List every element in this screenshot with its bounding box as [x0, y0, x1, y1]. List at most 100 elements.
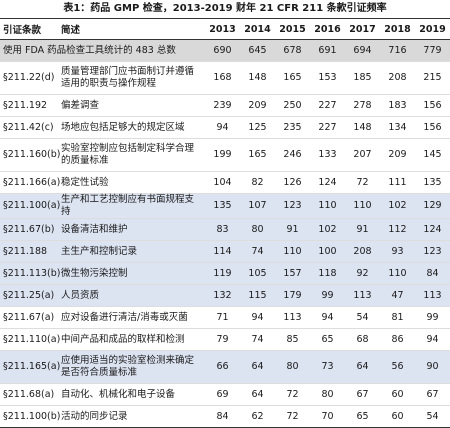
table-row: §211.165(a) 应使用适当的实验室检测来确定是否符合质量标准 66 64 80 7… — [0, 350, 450, 384]
table-title: 表1：药品 GMP 检查，2013-2019 财年 21 CFR 211 条款引… — [63, 3, 387, 14]
description-cell: 活动的同步记录 — [58, 405, 205, 428]
count-cell: 94 — [415, 328, 450, 351]
count-cell: 70 — [310, 405, 345, 428]
count-cell: 207 — [345, 138, 380, 172]
count-cell: 110 — [275, 240, 310, 263]
table-row: §211.166(a) 稳定性试验 104 82 126 124 72 111 135 — [0, 171, 450, 194]
description-cell: 场地应包括足够大的规定区域 — [58, 116, 205, 139]
clause-cell: §211.22(d) — [0, 61, 58, 95]
header-cell: 简述 — [58, 18, 205, 40]
count-cell: 208 — [345, 240, 380, 263]
count-cell: 73 — [310, 350, 345, 384]
count-cell: 67 — [415, 383, 450, 406]
count-cell: 93 — [380, 240, 415, 263]
count-cell: 168 — [205, 61, 240, 95]
count-cell: 102 — [380, 193, 415, 219]
clause-cell: §211.100(a) — [0, 193, 60, 219]
count-cell: 132 — [205, 284, 240, 307]
count-cell: 74 — [240, 328, 275, 351]
count-cell: 278 — [345, 94, 380, 117]
description-cell: 生产和工艺控制应有书面规程支持 — [58, 193, 205, 219]
count-cell: 64 — [240, 350, 275, 384]
count-cell: 678 — [275, 39, 310, 62]
citation-table: 引证条款 简述 2013 2014 2015 2016 2017 2018 2019 使用 FD… — [0, 18, 450, 428]
header-cell: 2015 — [275, 18, 310, 40]
count-cell: 209 — [380, 138, 415, 172]
description-cell: 应对设备进行清洁/消毒或灭菌 — [58, 306, 205, 329]
count-cell: 112 — [380, 218, 415, 241]
table-row: 使用 FDA 药品检查工具统计的 483 总数 690 645 678 691 694 71… — [0, 39, 450, 62]
description-cell: 自动化、机械化和电子设备 — [58, 383, 205, 406]
table-row: §211.192 偏差调查 239 209 250 227 278 183 156 — [0, 94, 450, 117]
count-cell: 66 — [205, 350, 240, 384]
count-cell: 119 — [205, 262, 240, 285]
header-cell: 2014 — [240, 18, 275, 40]
count-cell: 110 — [345, 193, 380, 219]
count-cell: 227 — [310, 94, 345, 117]
count-cell: 94 — [240, 306, 275, 329]
count-cell: 54 — [345, 306, 380, 329]
count-cell: 99 — [310, 284, 345, 307]
count-cell: 145 — [415, 138, 450, 172]
clause-cell: §211.110(a) — [0, 328, 60, 351]
header-row: 引证条款 简述 2013 2014 2015 2016 2017 2018 2019 — [0, 18, 450, 40]
description-cell: 设备清洁和维护 — [58, 218, 205, 241]
table-row: §211.25(a) 人员资质 132 115 179 99 113 47 113 — [0, 284, 450, 307]
count-cell: 94 — [205, 116, 240, 139]
count-cell: 85 — [275, 328, 310, 351]
count-cell: 99 — [415, 306, 450, 329]
count-cell: 690 — [205, 39, 240, 62]
count-cell: 183 — [380, 94, 415, 117]
count-cell: 124 — [310, 171, 345, 194]
count-cell: 71 — [205, 306, 240, 329]
count-cell: 179 — [275, 284, 310, 307]
count-cell: 110 — [380, 262, 415, 285]
count-cell: 115 — [240, 284, 275, 307]
clause-cell: §211.192 — [0, 94, 58, 117]
count-cell: 694 — [345, 39, 380, 62]
clause-cell: §211.113(b) — [0, 262, 60, 285]
count-cell: 691 — [310, 39, 345, 62]
count-cell: 91 — [345, 218, 380, 241]
count-cell: 64 — [345, 350, 380, 384]
count-cell: 64 — [240, 383, 275, 406]
clause-cell: §211.42(c) — [0, 116, 58, 139]
count-cell: 124 — [415, 218, 450, 241]
count-cell: 107 — [240, 193, 275, 219]
count-cell: 133 — [310, 138, 345, 172]
count-cell: 47 — [380, 284, 415, 307]
description-cell: 偏差调查 — [58, 94, 205, 117]
count-cell: 185 — [345, 61, 380, 95]
table-row: §211.100(b) 活动的同步记录 84 62 72 70 65 60 54 — [0, 405, 450, 428]
table-row: §211.67(b) 设备清洁和维护 83 80 91 102 91 112 124 — [0, 218, 450, 241]
description-cell: 质量管理部门应书面制订并遵循适用的职责与操作规程 — [58, 61, 205, 95]
page: 表1：药品 GMP 检查，2013-2019 财年 21 CFR 211 条款引… — [0, 3, 450, 428]
count-cell: 67 — [345, 383, 380, 406]
count-cell: 65 — [345, 405, 380, 428]
count-cell: 156 — [415, 116, 450, 139]
table-body: 使用 FDA 药品检查工具统计的 483 总数 690 645 678 691 694 71… — [0, 39, 450, 428]
count-cell: 80 — [275, 350, 310, 384]
header-cell: 2017 — [345, 18, 380, 40]
clause-cell: §211.160(b) — [0, 138, 60, 172]
table-row: §211.100(a) 生产和工艺控制应有书面规程支持 135 107 123 110 11… — [0, 193, 450, 219]
description-cell: 实验室控制应包括制定科学合理的质量标准 — [58, 138, 205, 172]
count-cell: 148 — [240, 61, 275, 95]
table-row: §211.110(a) 中间产品和成品的取样和检测 79 74 85 65 68 86 94 — [0, 328, 450, 351]
count-cell: 227 — [310, 116, 345, 139]
count-cell: 113 — [415, 284, 450, 307]
count-cell: 79 — [205, 328, 240, 351]
description-cell: 人员资质 — [58, 284, 205, 307]
clause-cell: §211.165(a) — [0, 350, 60, 384]
clause-cell: §211.100(b) — [0, 405, 60, 428]
count-cell: 65 — [310, 328, 345, 351]
count-cell: 92 — [345, 262, 380, 285]
description-cell: 稳定性试验 — [58, 171, 205, 194]
count-cell: 83 — [205, 218, 240, 241]
count-cell: 235 — [275, 116, 310, 139]
clause-cell: §211.166(a) — [0, 171, 60, 194]
header-cell: 2016 — [310, 18, 345, 40]
table-row: §211.160(b) 实验室控制应包括制定科学合理的质量标准 199 165 246 1… — [0, 138, 450, 172]
count-cell: 60 — [380, 383, 415, 406]
table-row: §211.67(a) 应对设备进行清洁/消毒或灭菌 71 94 113 94 54 81 99 — [0, 306, 450, 329]
